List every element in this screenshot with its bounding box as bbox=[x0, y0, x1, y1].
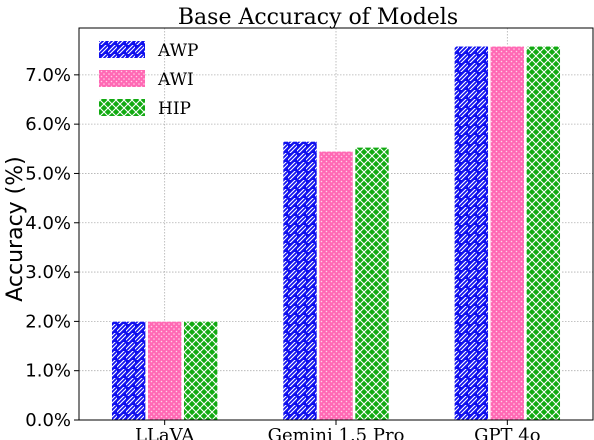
bar-hip-gemini-1-5-pro bbox=[354, 147, 390, 421]
y-tick-label: 7.0% bbox=[25, 65, 71, 86]
y-tick-label: 4.0% bbox=[25, 213, 71, 234]
legend: AWP AWI HIP bbox=[99, 41, 199, 119]
legend-label-hip: HIP bbox=[158, 99, 191, 119]
x-tick-label: Gemini 1.5 Pro bbox=[268, 425, 405, 440]
y-tick-label: 6.0% bbox=[25, 114, 71, 135]
bar-awp-llava bbox=[111, 321, 146, 421]
legend-swatch-awi bbox=[99, 70, 145, 87]
x-tick-label: LLaVA bbox=[135, 425, 195, 440]
bar-hip-gpt-4o bbox=[526, 45, 561, 421]
legend-label-awi: AWI bbox=[157, 70, 194, 90]
chart-title: Base Accuracy of Models bbox=[178, 5, 458, 30]
y-tick-label: 5.0% bbox=[25, 163, 71, 184]
y-tick-label: 3.0% bbox=[25, 262, 71, 283]
y-tick-label: 1.0% bbox=[25, 361, 71, 382]
bar-awi-llava bbox=[147, 321, 182, 421]
y-tick-label: 2.0% bbox=[25, 311, 71, 332]
y-axis-ticks: 0.0% 1.0% 2.0% 3.0% 4.0% 5.0% 6.0% 7.0% bbox=[25, 65, 79, 431]
x-axis-ticks: LLaVA Gemini 1.5 Pro GPT 4o bbox=[135, 420, 541, 440]
bar-awp-gemini-1-5-pro bbox=[282, 141, 318, 421]
bar-awi-gpt-4o bbox=[490, 45, 525, 421]
legend-swatch-hip bbox=[99, 99, 145, 116]
y-axis-label: Accuracy (%) bbox=[3, 156, 28, 302]
bars bbox=[111, 45, 561, 421]
bar-awp-gpt-4o bbox=[454, 45, 489, 421]
legend-label-awp: AWP bbox=[157, 41, 199, 61]
y-tick-label: 0.0% bbox=[25, 410, 71, 431]
bar-hip-llava bbox=[183, 321, 218, 421]
plot-frame bbox=[78, 27, 594, 421]
bar-awi-gemini-1-5-pro bbox=[318, 150, 354, 421]
x-tick-label: GPT 4o bbox=[474, 425, 541, 440]
legend-swatch-awp bbox=[99, 41, 145, 58]
